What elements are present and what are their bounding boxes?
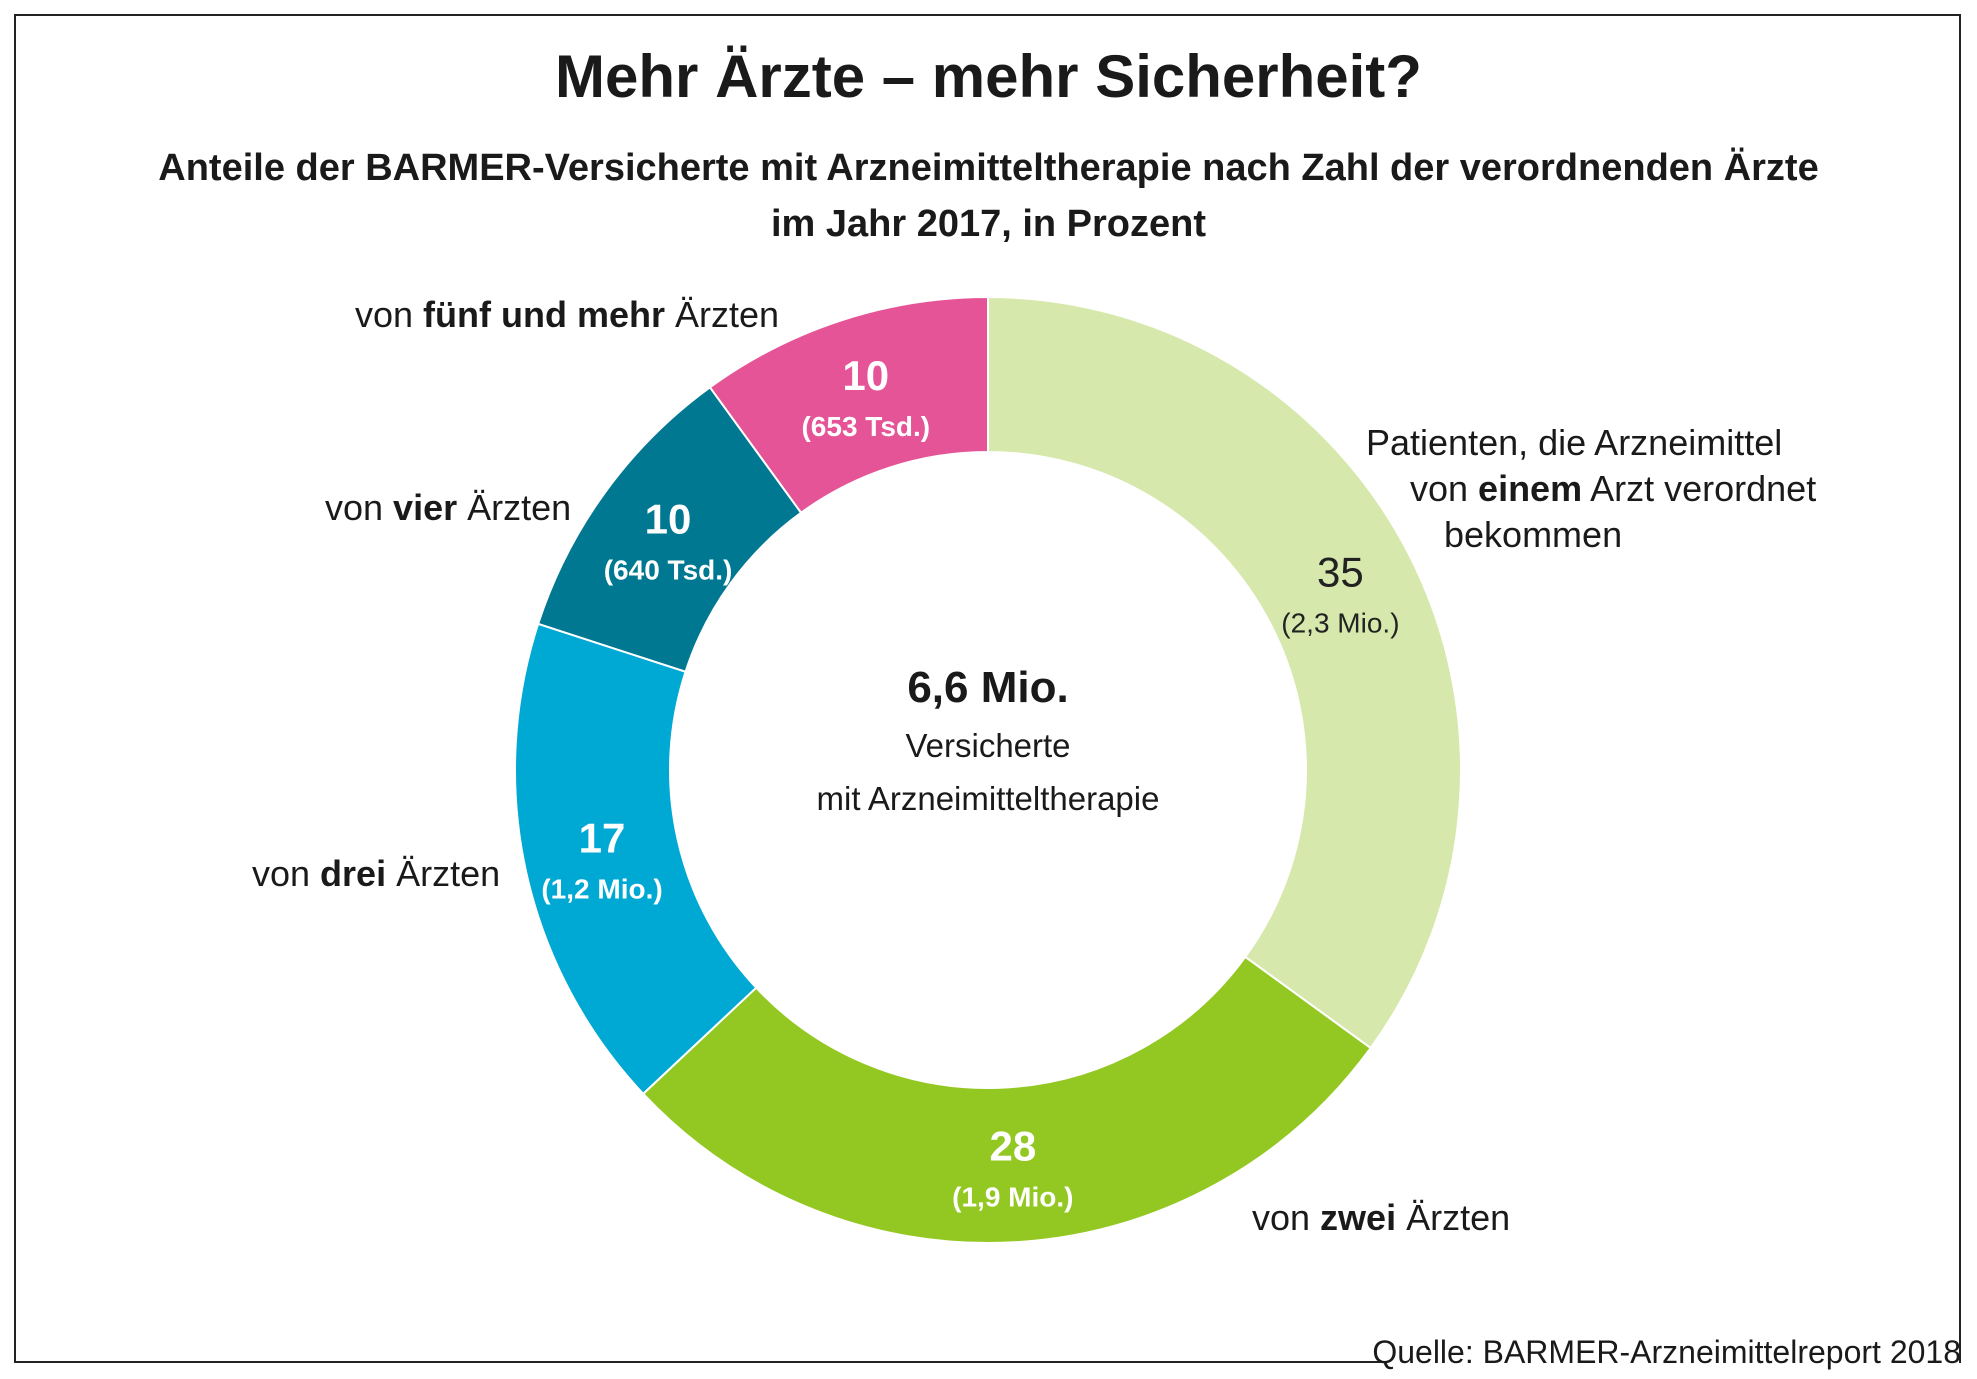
chart-title: Mehr Ärzte – mehr Sicherheit? bbox=[555, 43, 1422, 110]
bottom-rule bbox=[14, 1361, 1384, 1363]
label-three-post: Ärzten bbox=[386, 853, 501, 894]
label-four-post: Ärzten bbox=[457, 487, 572, 528]
label-one-line-2: von einem Arzt verordnet bbox=[1366, 466, 1816, 512]
donut-slice-1 bbox=[987, 295, 1462, 1050]
slice-value-label-2: 28 bbox=[989, 1123, 1036, 1170]
label-four-doctors: von vier Ärzten bbox=[325, 485, 571, 531]
slice-value-label-5: 10 bbox=[842, 352, 889, 399]
label-one-line-1: Patienten, die Arzneimittel bbox=[1366, 422, 1783, 463]
slice-value-label-4: 10 bbox=[645, 496, 692, 543]
slice-sub-label-5: (653 Tsd.) bbox=[801, 411, 930, 442]
label-two-bold: zwei bbox=[1320, 1197, 1397, 1238]
donut-slice-3 bbox=[514, 622, 758, 1096]
label-two-doctors: von zwei Ärzten bbox=[1252, 1195, 1510, 1241]
label-three-pre: von bbox=[252, 853, 321, 894]
slice-sub-label-3: (1,2 Mio.) bbox=[541, 873, 662, 904]
label-four-bold: vier bbox=[393, 487, 458, 528]
slice-value-label-1: 35 bbox=[1317, 548, 1364, 595]
label-five-post: Ärzten bbox=[665, 294, 780, 335]
slice-sub-label-4: (640 Tsd.) bbox=[604, 555, 733, 586]
label-one-doctor: Patienten, die Arzneimittel von einem Ar… bbox=[1366, 420, 1816, 558]
label-two-pre: von bbox=[1252, 1197, 1321, 1238]
source-note: Quelle: BARMER-Arzneimittelreport 2018 bbox=[1372, 1334, 1961, 1370]
subtitle-line-2: im Jahr 2017, in Prozent bbox=[770, 203, 1207, 245]
label-two-post: Ärzten bbox=[1396, 1197, 1511, 1238]
label-four-pre: von bbox=[325, 487, 394, 528]
donut-slice-2 bbox=[641, 955, 1373, 1244]
chart-frame bbox=[14, 14, 1961, 1363]
center-value: 6,6 Mio. bbox=[907, 663, 1068, 712]
slice-value-label-3: 17 bbox=[579, 814, 626, 861]
donut-slice-5 bbox=[708, 295, 989, 515]
label-five-doctors: von fünf und mehr Ärzten bbox=[355, 292, 779, 338]
label-one-pre: von bbox=[1410, 468, 1479, 509]
subtitle-line-1: Anteile der BARMER-Versicherte mit Arzne… bbox=[158, 147, 1819, 189]
center-line-1: Versicherte bbox=[905, 727, 1070, 764]
label-five-pre: von bbox=[355, 294, 424, 335]
slice-sub-label-1: (2,3 Mio.) bbox=[1281, 607, 1399, 638]
slice-sub-label-2: (1,9 Mio.) bbox=[952, 1182, 1073, 1213]
label-three-bold: drei bbox=[320, 853, 387, 894]
label-five-bold: fünf und mehr bbox=[423, 294, 666, 335]
label-three-doctors: von drei Ärzten bbox=[252, 851, 500, 897]
label-one-line-3: bekommen bbox=[1444, 514, 1623, 555]
label-one-bold: einem bbox=[1478, 468, 1583, 509]
center-line-2: mit Arzneimitteltherapie bbox=[817, 780, 1160, 817]
chart-subtitle: Anteile der BARMER-Versicherte mit Arzne… bbox=[130, 140, 1847, 252]
label-one-post: Arzt verordnet bbox=[1582, 468, 1817, 509]
